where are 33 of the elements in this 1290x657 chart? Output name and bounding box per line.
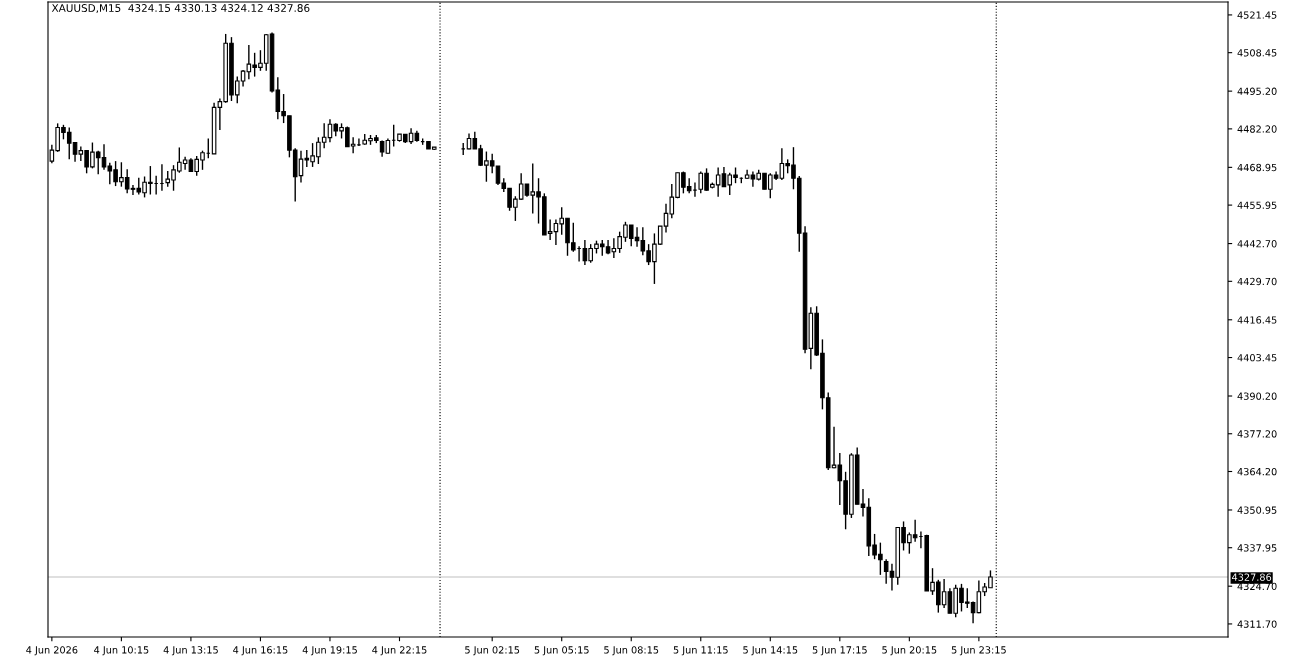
x-tick-label: 5 Jun 05:15 xyxy=(534,646,589,656)
x-tick-label: 4 Jun 13:15 xyxy=(163,646,218,656)
y-tick-label: 4364.20 xyxy=(1237,467,1277,476)
x-tick-label: 4 Jun 2026 xyxy=(26,646,78,656)
x-tick-label: 5 Jun 17:15 xyxy=(812,646,867,656)
ref-line-label: 4327.86 xyxy=(1232,573,1272,581)
x-tick-label: 4 Jun 10:15 xyxy=(94,646,149,656)
y-tick-label: 4442.70 xyxy=(1237,240,1277,248)
y-tick-label: 4377.20 xyxy=(1237,430,1277,438)
y-tick-label: 4390.20 xyxy=(1237,392,1277,400)
y-tick-label: 4508.45 xyxy=(1237,49,1277,57)
x-tick-label: 5 Jun 11:15 xyxy=(673,646,728,656)
y-tick-label: 4495.20 xyxy=(1237,87,1277,95)
x-tick-label: 4 Jun 19:15 xyxy=(302,646,357,656)
y-tick-label: 4311.70 xyxy=(1237,620,1277,628)
y-tick-label: 4521.45 xyxy=(1237,11,1277,19)
y-tick-label: 4468.95 xyxy=(1237,163,1277,172)
y-tick-label: 4403.45 xyxy=(1237,354,1277,362)
y-tick-label: 4350.95 xyxy=(1237,506,1277,514)
y-tick-label: 4482.20 xyxy=(1237,125,1277,133)
x-tick-label: 5 Jun 23:15 xyxy=(951,646,1006,656)
chart-title: XAUUSD,M15 4324.15 4330.13 4324.12 4327.86 xyxy=(51,4,310,14)
x-tick-label: 5 Jun 08:15 xyxy=(604,646,659,656)
y-tick-label: 4455.95 xyxy=(1237,201,1277,209)
y-tick-label: 4416.45 xyxy=(1237,316,1277,324)
x-tick-label: 4 Jun 22:15 xyxy=(372,646,427,656)
x-tick-label: 5 Jun 20:15 xyxy=(882,646,937,656)
x-tick-label: 4 Jun 16:15 xyxy=(233,646,288,656)
y-tick-label: 4337.95 xyxy=(1237,544,1277,552)
y-tick-label: 4324.70 xyxy=(1237,582,1277,591)
x-tick-label: 5 Jun 02:15 xyxy=(465,646,520,656)
x-tick-label: 5 Jun 14:15 xyxy=(743,646,798,656)
y-tick-label: 4429.70 xyxy=(1237,277,1277,286)
